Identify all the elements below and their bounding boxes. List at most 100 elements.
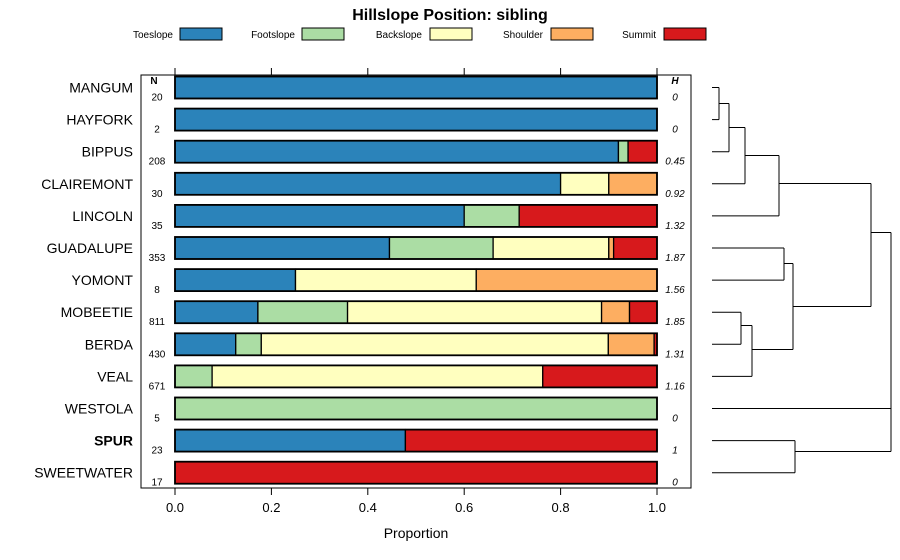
bar-segment-footslope <box>463 204 520 228</box>
bar-segment-backslope <box>492 236 610 260</box>
x-tick-label: 0.0 <box>166 500 184 515</box>
row-n: 811 <box>149 317 165 328</box>
bar-segment-toeslope <box>174 268 297 292</box>
bar-segment-backslope <box>294 268 477 292</box>
bar-segment-summit <box>612 236 658 260</box>
x-tick-label: 1.0 <box>648 500 666 515</box>
bar-segment-shoulder <box>608 236 615 260</box>
row-label: SPUR <box>94 433 133 449</box>
row-n: 8 <box>154 285 160 296</box>
row-label: VEAL <box>97 368 133 384</box>
bar-outline <box>174 236 658 260</box>
row-n: 671 <box>149 381 166 392</box>
bar-outline <box>174 107 658 132</box>
bar-segment-shoulder <box>608 172 658 196</box>
row-h: 0 <box>672 478 678 489</box>
row-guadalupe: GUADALUPE 353 1.87 <box>47 236 685 264</box>
legend-label-shoulder: Shoulder <box>503 30 544 41</box>
bar-segment-shoulder <box>607 332 655 356</box>
bar-segment-backslope <box>211 364 544 389</box>
row-n: 30 <box>151 189 163 200</box>
row-label: YOMONT <box>72 272 134 288</box>
row-yomont: YOMONT 8 1.56 <box>72 268 685 296</box>
bar-outline <box>174 364 658 389</box>
row-n: 353 <box>149 253 166 264</box>
row-h: 1.56 <box>665 285 685 296</box>
row-label: SWEETWATER <box>34 465 133 481</box>
row-n: 430 <box>149 349 166 360</box>
row-h: 0 <box>672 125 678 136</box>
bar-outline <box>174 268 658 293</box>
x-axis: 0.0 0.2 0.4 0.6 0.8 1.0 <box>166 68 666 515</box>
legend-label-summit: Summit <box>622 30 656 41</box>
bar-outline <box>174 139 658 164</box>
row-label: GUADALUPE <box>47 240 133 256</box>
row-n: 17 <box>151 478 163 489</box>
legend-swatch-shoulder <box>550 27 594 41</box>
row-n: 208 <box>149 157 166 168</box>
row-clairemont: CLAIREMONT 30 0.92 <box>41 171 685 200</box>
row-n: 2 <box>154 125 160 136</box>
bar-segment-summit <box>404 428 658 453</box>
row-label: LINCOLN <box>72 208 133 224</box>
legend-swatch-summit <box>663 27 707 41</box>
row-n: 35 <box>151 221 163 232</box>
n-column-header: N <box>150 76 157 87</box>
bar-segment-footslope <box>235 332 262 356</box>
row-h: 1 <box>672 446 678 457</box>
bar-segment-footslope <box>388 236 494 260</box>
chart-title: Hillslope Position: sibling <box>352 7 548 24</box>
row-n: 20 <box>151 93 163 104</box>
row-label: MOBEETIE <box>61 304 133 320</box>
bar-segment-summit <box>518 204 658 228</box>
bar-outline <box>174 300 658 325</box>
legend-label-footslope: Footslope <box>251 30 295 41</box>
row-sweetwater: SWEETWATER 17 0 <box>34 460 678 489</box>
legend-label-toeslope: Toeslope <box>133 30 173 41</box>
legend-swatch-toeslope <box>179 27 223 41</box>
bar-outline <box>174 428 658 453</box>
legend-label-backslope: Backslope <box>376 30 423 41</box>
bar-segment-toeslope <box>174 172 562 196</box>
bar-segment-footslope <box>174 364 213 389</box>
bar-segment-footslope <box>174 396 658 421</box>
row-hayfork: HAYFORK 2 0 <box>66 107 678 136</box>
row-h: 0.92 <box>665 189 685 200</box>
bar-segment-footslope <box>257 300 349 324</box>
row-mangum: MANGUM 20 0 <box>69 75 678 104</box>
bar-outline <box>174 396 658 421</box>
bar-segment-shoulder <box>475 268 658 292</box>
bar-segment-summit <box>627 140 658 164</box>
row-mobeetie: MOBEETIE 811 1.85 <box>61 300 685 328</box>
bar-segment-summit <box>542 364 658 389</box>
row-h: 1.32 <box>665 221 685 232</box>
bar-segment-shoulder <box>600 300 631 324</box>
row-label: CLAIREMONT <box>41 176 133 192</box>
row-h: 0 <box>672 93 678 104</box>
bar-segment-summit <box>628 300 658 324</box>
bar-segment-toeslope <box>174 428 407 453</box>
bar-segment-toeslope <box>174 236 391 260</box>
row-label: BERDA <box>85 336 134 352</box>
bar-outline <box>174 171 658 196</box>
dendrogram <box>712 87 892 474</box>
bar-outline <box>174 332 658 357</box>
bar-segment-summit <box>174 461 658 485</box>
row-label: HAYFORK <box>66 112 133 128</box>
bar-segment-toeslope <box>174 300 259 324</box>
bar-segment-toeslope <box>174 107 658 132</box>
bar-segment-toeslope <box>174 204 465 228</box>
row-h: 0 <box>672 414 678 425</box>
bar-segment-toeslope <box>174 332 237 356</box>
bar-segment-backslope <box>346 300 603 324</box>
row-label: MANGUM <box>69 80 133 96</box>
x-tick-label: 0.6 <box>455 500 473 515</box>
row-veal: VEAL 671 1.16 <box>97 364 685 392</box>
row-label: WESTOLA <box>65 401 134 417</box>
bar-segment-footslope <box>617 140 629 164</box>
bar-outline <box>174 460 658 485</box>
row-bippus: BIPPUS 208 0.45 <box>82 139 685 168</box>
row-label: BIPPUS <box>82 144 133 160</box>
